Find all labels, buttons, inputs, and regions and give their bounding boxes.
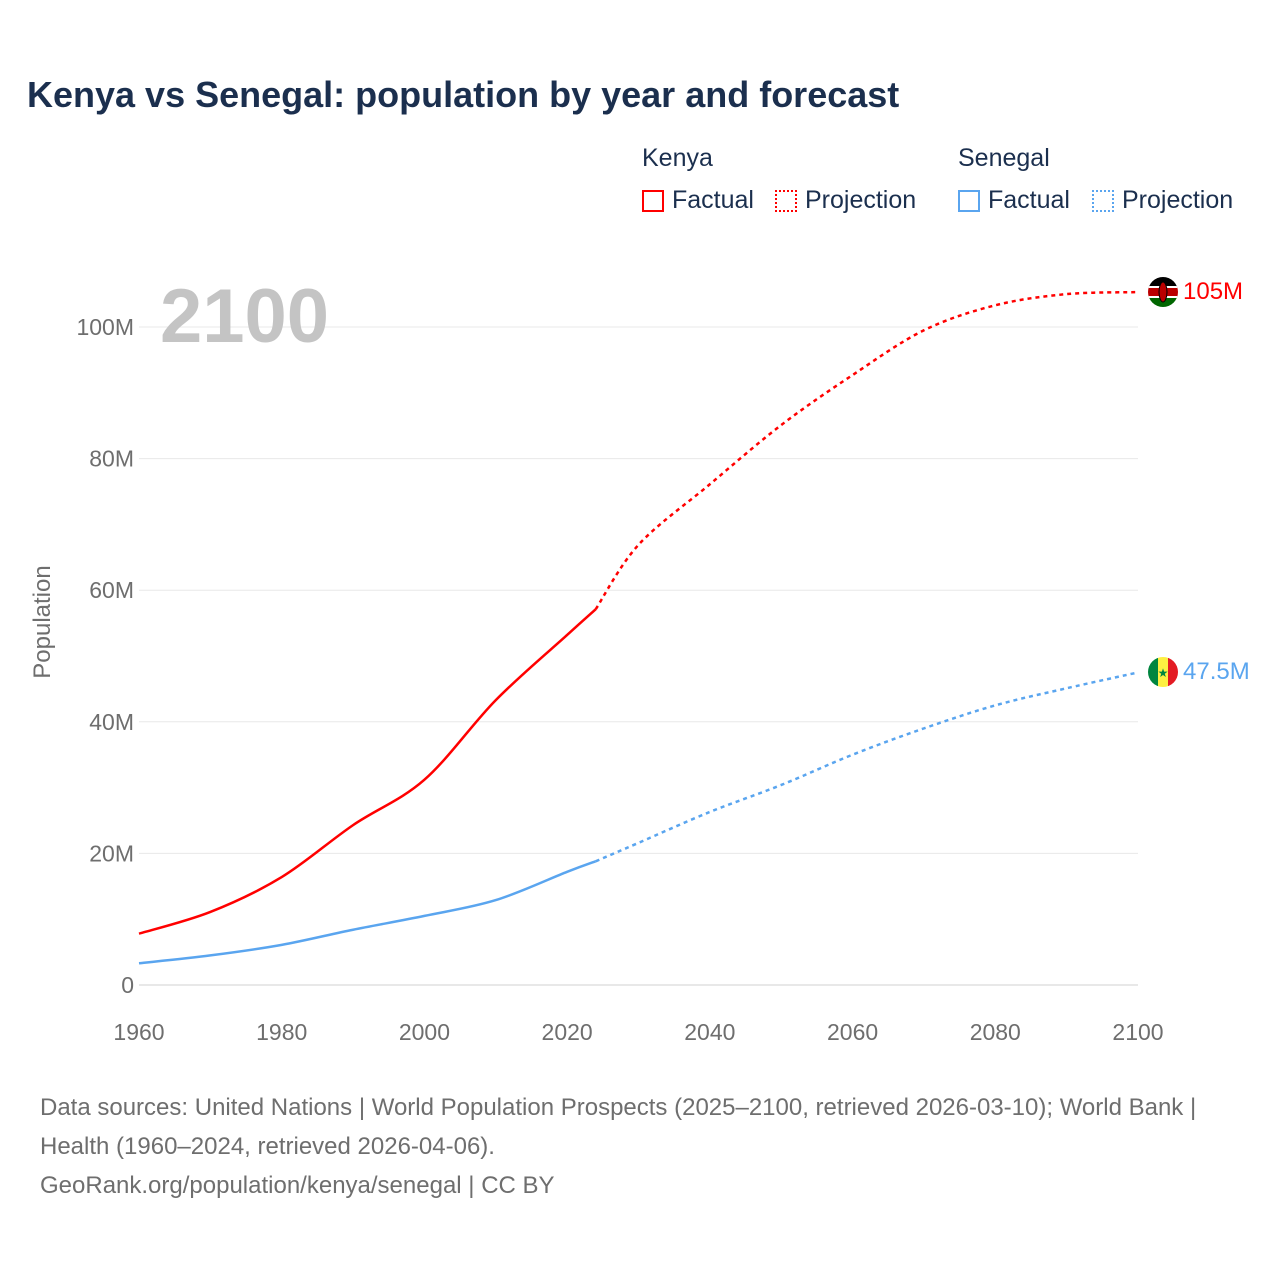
y-tick-label: 80M	[89, 446, 134, 472]
x-tick-label: 1980	[256, 1019, 307, 1045]
kenya-end-label: 105M	[1183, 278, 1243, 305]
chart-title: Kenya vs Senegal: population by year and…	[27, 74, 900, 115]
legend-senegal-factual[interactable]: Factual	[958, 186, 1070, 215]
legend-label: Factual	[988, 186, 1070, 214]
kenya-projection-line	[594, 290, 1139, 610]
legend-label: Projection	[1122, 186, 1234, 214]
y-axis-label: Population	[29, 565, 56, 678]
legend-swatch-dotted	[1092, 189, 1114, 212]
kenya-flag-icon	[1148, 277, 1178, 307]
data-sources: Data sources: United Nations | World Pop…	[40, 1094, 1197, 1160]
x-tick-label: 2000	[399, 1019, 450, 1045]
x-tick-label: 2060	[827, 1019, 878, 1045]
senegal-flag-icon: ★	[1148, 657, 1178, 687]
x-tick-label: 2040	[684, 1019, 735, 1045]
svg-text:★: ★	[1158, 666, 1169, 680]
legend-group-senegal: Senegal	[958, 144, 1050, 172]
legend-swatch-solid	[958, 189, 980, 212]
y-tick-label: 0	[121, 972, 134, 998]
y-tick-label: 40M	[89, 709, 134, 735]
legend-group-kenya: Kenya	[642, 144, 713, 172]
credit-link[interactable]: GeoRank.org/population/kenya/senegal | C…	[40, 1172, 555, 1199]
legend-kenya-factual[interactable]: Factual	[642, 186, 754, 215]
senegal-factual-line	[138, 860, 597, 965]
footer: Data sources: United Nations | World Pop…	[40, 1088, 1240, 1205]
y-tick-label: 60M	[89, 577, 134, 603]
x-tick-label: 2020	[542, 1019, 593, 1045]
kenya-factual-line	[138, 608, 597, 935]
legend-label: Factual	[672, 186, 754, 214]
year-watermark: 2100	[160, 274, 329, 359]
legend-swatch-dotted	[775, 189, 797, 212]
senegal-end-label: 47.5M	[1183, 658, 1250, 685]
y-tick-label: 20M	[89, 840, 134, 866]
legend-senegal-projection[interactable]: Projection	[1092, 186, 1233, 215]
legend-kenya-projection[interactable]: Projection	[775, 186, 916, 215]
y-tick-label: 100M	[76, 314, 134, 340]
x-tick-label: 1960	[113, 1019, 164, 1045]
x-tick-label: 2100	[1112, 1019, 1163, 1045]
x-tick-label: 2080	[970, 1019, 1021, 1045]
legend-label: Projection	[805, 186, 917, 214]
legend-swatch-solid	[642, 189, 664, 212]
senegal-projection-line	[595, 671, 1139, 863]
